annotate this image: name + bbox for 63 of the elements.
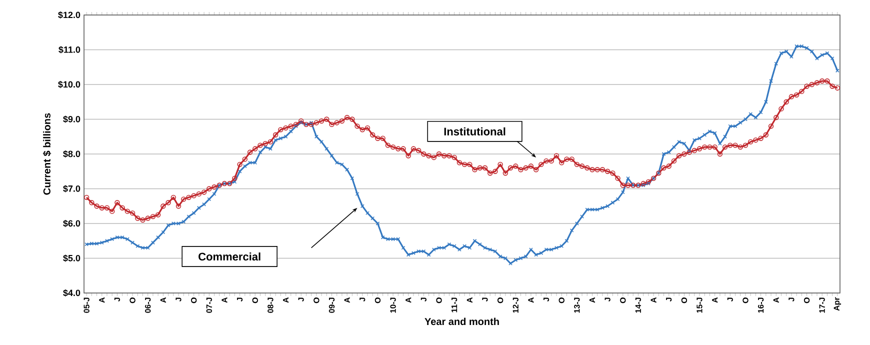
y-tick-label: $6.0 [63, 220, 80, 228]
x-tick-label: Apr [834, 297, 842, 311]
y-tick-label: $11.0 [58, 46, 80, 54]
x-tick-label: 11-J [452, 298, 458, 312]
x-tick-label: A [406, 297, 412, 303]
x-tick-label: A [773, 297, 779, 303]
x-tick-label: J [420, 298, 426, 302]
x-tick-label: 07-J [206, 298, 212, 313]
x-tick-label: J [666, 298, 672, 302]
y-tick-label: $4.0 [63, 289, 80, 297]
x-tick-label: J [788, 298, 794, 302]
x-tick-label: A [344, 297, 350, 303]
x-tick-label: A [283, 297, 289, 303]
x-tick-label: 13-J [574, 298, 580, 313]
x-tick-label: O [191, 298, 197, 304]
x-tick-label: J [482, 298, 488, 302]
x-tick-label: 10-J [390, 298, 396, 313]
x-tick-label: A [222, 297, 228, 303]
x-tick-label: 06-J [145, 298, 151, 313]
x-tick-label: A [466, 297, 472, 303]
x-tick-label: O [681, 298, 688, 304]
x-tick-label: 14-J [635, 298, 642, 313]
y-tick-label: $12.0 [58, 11, 80, 19]
x-tick-label: A [99, 297, 105, 303]
x-tick-label: J [237, 298, 243, 302]
series-label: Institutional [444, 127, 506, 136]
x-tick-label: J [176, 298, 182, 302]
x-tick-label: J [114, 298, 120, 302]
x-tick-label: O [314, 298, 320, 304]
x-tick-label: 09-J [328, 298, 335, 313]
x-tick-label: O [742, 298, 748, 304]
x-tick-label: O [130, 298, 136, 304]
y-tick-label: $9.0 [63, 116, 80, 123]
y-tick-label: $5.0 [63, 254, 80, 262]
x-tick-label: A [160, 297, 166, 303]
x-tick-label: A [650, 297, 656, 303]
x-tick-label: 08-J [268, 298, 274, 313]
x-tick-label: 15-J [696, 298, 702, 313]
x-tick-label: A [528, 297, 534, 303]
y-tick-label: $8.0 [63, 150, 80, 158]
x-tick-label: O [558, 298, 564, 304]
x-tick-label: J [360, 298, 366, 302]
x-tick-label: O [620, 298, 626, 304]
y-tick-label: $10.0 [58, 80, 80, 88]
x-tick-label: 12-J [512, 298, 518, 313]
x-tick-label: O [252, 298, 258, 304]
x-tick-label: 05-J [84, 298, 90, 313]
x-axis-title: Year and month [424, 318, 499, 326]
x-tick-label: 16-J [758, 298, 764, 313]
x-tick-label: J [604, 298, 610, 302]
x-tick-label: O [497, 298, 504, 304]
x-tick-label: J [543, 298, 550, 302]
x-tick-label: J [727, 298, 733, 302]
x-tick-label: O [804, 298, 810, 304]
x-tick-label: A [590, 297, 596, 303]
y-tick-label: $7.0 [63, 185, 80, 192]
x-tick-label: 17-J [819, 298, 825, 313]
y-axis-title: Current $ billions [42, 113, 52, 195]
x-tick-label: A [712, 297, 718, 303]
text: Commercial [198, 252, 260, 261]
x-tick-label: J [298, 298, 304, 302]
x-tick-label: O [374, 298, 381, 304]
x-tick-label: O [436, 298, 442, 304]
